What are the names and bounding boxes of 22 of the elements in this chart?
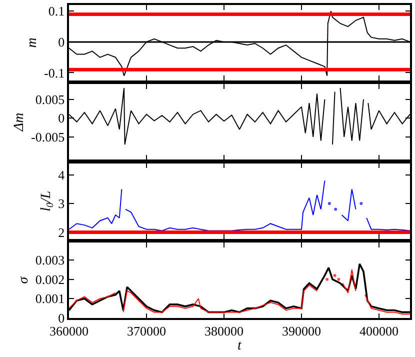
x-tick-label: 380000 bbox=[204, 323, 244, 338]
y-tick-label: 4 bbox=[58, 167, 66, 182]
x-tick-label: 370000 bbox=[127, 323, 166, 338]
x-tick-label: 400000 bbox=[360, 323, 398, 338]
y-tick-label: 3 bbox=[58, 196, 65, 212]
y-tick-label: 0.1 bbox=[48, 4, 65, 19]
y-tick-label: 0 bbox=[58, 110, 65, 126]
y-tick-label: 0.003 bbox=[35, 252, 65, 268]
y-tick-label: 0 bbox=[58, 34, 65, 50]
y-tick-label: -0.005 bbox=[31, 130, 65, 145]
y-axis-title: Δm bbox=[12, 112, 28, 132]
y-axis-title: σ bbox=[16, 276, 32, 284]
y-tick-label: 2 bbox=[58, 224, 65, 240]
y-tick-label: 0 bbox=[58, 310, 65, 326]
y-tick-label: 0.001 bbox=[35, 291, 65, 306]
y-tick-label: 0.005 bbox=[35, 92, 65, 107]
x-axis-title: t bbox=[238, 338, 243, 354]
y-axis-title: m bbox=[25, 38, 40, 48]
x-tick-label: 360000 bbox=[50, 323, 88, 338]
y-tick-label: -0.1 bbox=[44, 65, 65, 80]
y-tick-label: 0.002 bbox=[35, 272, 65, 287]
x-tick-label: 390000 bbox=[282, 323, 321, 338]
